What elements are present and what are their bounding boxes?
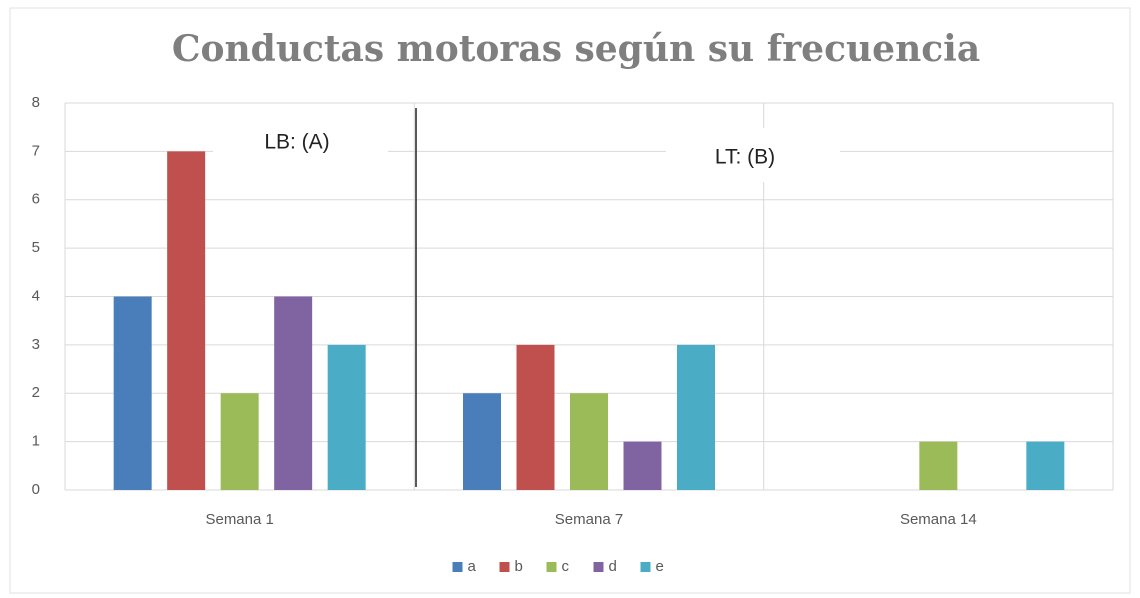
bar [113, 296, 152, 490]
legend-swatch [499, 562, 510, 572]
y-tick-label: 7 [32, 142, 40, 159]
y-tick-label: 5 [32, 239, 40, 256]
annotation: LB: (A) [264, 131, 329, 154]
y-tick-label: 2 [32, 384, 40, 401]
legend-swatch [546, 562, 557, 572]
legend-label: c [562, 558, 570, 575]
legend-label: d [609, 558, 617, 575]
annotation: LT: (B) [715, 146, 775, 169]
bar [220, 393, 259, 490]
x-tick-label: Semana 1 [205, 511, 273, 528]
x-tick-label: Semana 14 [900, 511, 977, 528]
legend-swatch [640, 562, 651, 572]
legend-swatch [452, 562, 463, 572]
bar [623, 441, 662, 490]
y-tick-label: 6 [32, 191, 40, 208]
legend-label: a [468, 558, 477, 575]
bar [327, 344, 366, 490]
bar [1026, 441, 1065, 490]
bar [274, 296, 313, 490]
bar [919, 441, 958, 490]
y-tick-label: 0 [32, 481, 40, 498]
y-tick-label: 1 [32, 433, 40, 450]
x-tick-label: Semana 7 [555, 511, 623, 528]
bar [167, 151, 206, 490]
legend-label: b [515, 558, 523, 575]
legend-swatch [593, 562, 604, 572]
annotation-box [213, 116, 388, 168]
y-tick-label: 8 [32, 94, 40, 111]
legend-label: e [656, 558, 664, 575]
bar [516, 344, 555, 490]
annotation-box [666, 128, 840, 182]
y-tick-label: 3 [32, 336, 40, 353]
bar [570, 393, 608, 490]
y-tick-label: 4 [32, 287, 40, 304]
bar [677, 344, 715, 490]
chart-title: Conductas motoras según su frecuencia [172, 28, 980, 70]
bar [463, 393, 501, 490]
